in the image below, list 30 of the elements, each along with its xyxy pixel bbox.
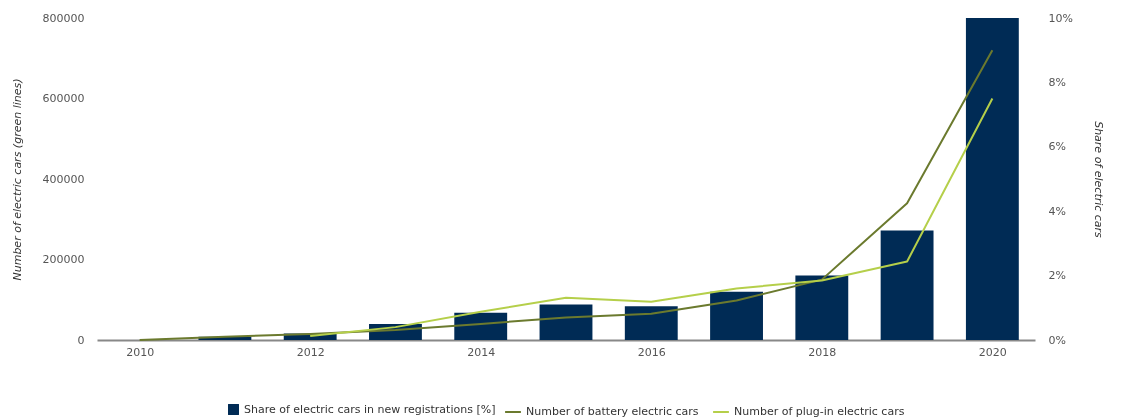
bar	[795, 275, 849, 340]
y-tick-label: 800000	[42, 11, 85, 25]
x-tick-label: 2014	[467, 345, 496, 359]
y2-tick-label: 4%	[1048, 204, 1066, 218]
bar	[624, 306, 678, 340]
y2-tick-label: 6%	[1048, 140, 1066, 154]
y2-tick-label: 2%	[1048, 269, 1066, 283]
y-tick-label: 0	[77, 333, 85, 347]
line-series	[309, 97, 994, 337]
line-series	[138, 49, 994, 341]
y2-axis-title: Share of electric cars	[1091, 121, 1105, 239]
y2-tick-label: 8%	[1048, 75, 1066, 89]
legend-label: Number of battery electric cars	[526, 405, 699, 418]
bar	[710, 291, 763, 340]
x-tick-label: 2020	[978, 345, 1007, 359]
bar	[965, 18, 1019, 340]
y-axis-title: Number of electric cars (green lines)	[10, 78, 24, 281]
x-tick-label: 2016	[637, 345, 666, 359]
legend-label: Number of plug-in electric cars	[734, 405, 905, 418]
x-tick-label: 2012	[296, 345, 325, 359]
y2-tick-label: 10%	[1048, 11, 1073, 25]
bar	[539, 304, 593, 340]
y-tick-label: 200000	[42, 253, 85, 266]
x-tick-label: 2010	[126, 345, 155, 359]
legend-label: Share of electric cars in new registrations [%]	[244, 402, 496, 416]
x-tick-label: 2018	[808, 345, 837, 359]
y2-tick-label: 0%	[1048, 333, 1066, 347]
y-tick-label: 400000	[42, 172, 85, 186]
y-tick-label: 600000	[42, 92, 85, 105]
bar	[880, 230, 934, 340]
